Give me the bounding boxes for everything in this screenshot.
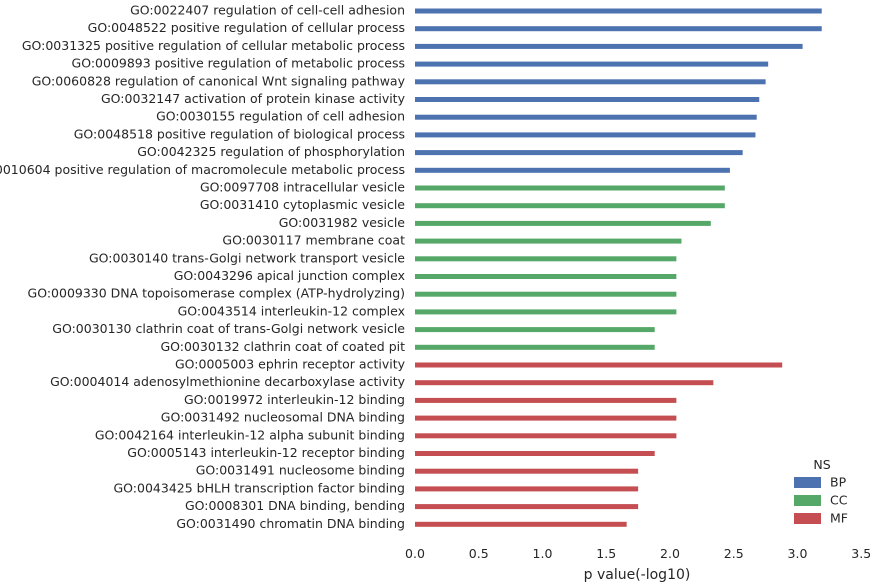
bar-bp-10 [415, 167, 730, 173]
legend-label-mf: MF [830, 511, 848, 526]
bar-mf-29 [415, 504, 639, 510]
category-label: GO:0030132 clathrin coat of coated pit [160, 339, 405, 354]
bar-bp-6 [415, 97, 760, 102]
category-label: GO:0005003 ephrin receptor activity [175, 357, 406, 372]
category-label: GO:0031491 nucleosome binding [196, 463, 405, 478]
category-label: GO:0060828 regulation of canonical Wnt s… [32, 73, 406, 88]
category-label: GO:0030130 clathrin coat of trans-Golgi … [52, 321, 405, 336]
bar-bp-9 [415, 150, 743, 156]
category-label: GO:0030140 trans-Golgi network transport… [89, 250, 405, 265]
category-label: GO:0022407 regulation of cell-cell adhes… [130, 3, 405, 18]
bar-bp-1 [415, 8, 822, 14]
x-tick-label: 3.5 [851, 546, 871, 561]
bar-mf-22 [415, 380, 714, 386]
legend-swatch-mf [794, 513, 821, 524]
category-label: GO:0043296 apical junction complex [174, 268, 405, 283]
bar-cc-14 [415, 238, 682, 244]
bar-mf-27 [415, 468, 639, 474]
bar-bp-5 [415, 79, 766, 85]
bar-bp-3 [415, 43, 803, 49]
legend-label-cc: CC [830, 493, 848, 508]
x-tick-label: 2.0 [660, 546, 680, 561]
category-label: GO:0043425 bHLH transcription factor bin… [114, 480, 406, 495]
bar-bp-4 [415, 61, 769, 67]
bar-mf-23 [415, 397, 677, 403]
category-label: GO:0031982 vesicle [279, 215, 406, 230]
bars-group [415, 8, 822, 527]
legend-label-bp: BP [830, 475, 847, 490]
category-label: GO:0019972 interleukin-12 binding [184, 392, 405, 407]
bar-mf-26 [415, 451, 655, 456]
bar-cc-17 [415, 291, 677, 297]
bar-mf-21 [415, 362, 783, 368]
bar-mf-24 [415, 415, 677, 421]
category-label: GO:0009330 DNA topoisomerase complex (AT… [28, 286, 405, 301]
bar-cc-20 [415, 344, 655, 350]
category-label: GO:0009893 positive regulation of metabo… [72, 56, 405, 71]
category-label: GO:0048518 positive regulation of biolog… [74, 126, 405, 141]
bar-cc-11 [415, 185, 725, 191]
bar-cc-12 [415, 203, 725, 209]
bar-cc-18 [415, 309, 677, 315]
bar-cc-13 [415, 220, 711, 226]
category-label: GO:0097708 intracellular vesicle [200, 180, 405, 195]
x-tick-label: 1.0 [533, 546, 553, 561]
x-tick-label: 1.5 [596, 546, 616, 561]
category-labels-group: GO:0022407 regulation of cell-cell adhes… [0, 3, 406, 531]
bar-mf-30 [415, 521, 627, 527]
category-label: GO:0031410 cytoplasmic vesicle [200, 197, 405, 212]
category-label: GO:0043514 interleukin-12 complex [178, 303, 405, 318]
category-label: GO:0032147 activation of protein kinase … [101, 91, 406, 106]
bar-bp-7 [415, 114, 757, 120]
category-label: GO:0048522 positive regulation of cellul… [88, 20, 405, 35]
bar-cc-19 [415, 327, 655, 333]
x-tick-label: 0.0 [405, 546, 425, 561]
category-label: GO:0031325 positive regulation of cellul… [22, 38, 405, 53]
category-label: GO:0005143 interleukin-12 receptor bindi… [127, 445, 405, 460]
bar-cc-15 [415, 256, 677, 262]
category-label: GO:0004014 adenosylmethionine decarboxyl… [50, 374, 405, 389]
bar-mf-28 [415, 486, 639, 492]
x-tick-label: 2.5 [724, 546, 744, 561]
category-label: GO:0010604 positive regulation of macrom… [0, 162, 405, 177]
bar-bp-2 [415, 26, 822, 32]
category-label: GO:0030117 membrane coat [222, 233, 405, 248]
category-label: GO:0031492 nucleosomal DNA binding [161, 410, 405, 425]
legend-swatch-bp [794, 477, 821, 488]
x-tick-labels-group: 0.0 0.5 1.0 1.5 2.0 2.5 3.0 3.5 [405, 546, 871, 561]
legend-swatch-cc [794, 495, 821, 506]
x-axis-label: p value(-log10) [584, 567, 691, 583]
x-tick-label: 0.5 [469, 546, 489, 561]
bar-mf-25 [415, 433, 677, 439]
legend-title: NS [813, 457, 830, 472]
category-label: GO:0030155 regulation of cell adhesion [156, 109, 405, 124]
category-label: GO:0031490 chromatin DNA binding [176, 516, 405, 531]
bar-cc-16 [415, 274, 677, 279]
category-label: GO:0008301 DNA binding, bending [185, 498, 405, 513]
category-label: GO:0042164 interleukin-12 alpha subunit … [95, 427, 405, 442]
category-label: GO:0042325 regulation of phosphorylation [137, 144, 405, 159]
x-tick-label: 3.0 [788, 546, 808, 561]
bar-bp-8 [415, 132, 756, 138]
legend: NS BP CC MF [794, 457, 848, 526]
